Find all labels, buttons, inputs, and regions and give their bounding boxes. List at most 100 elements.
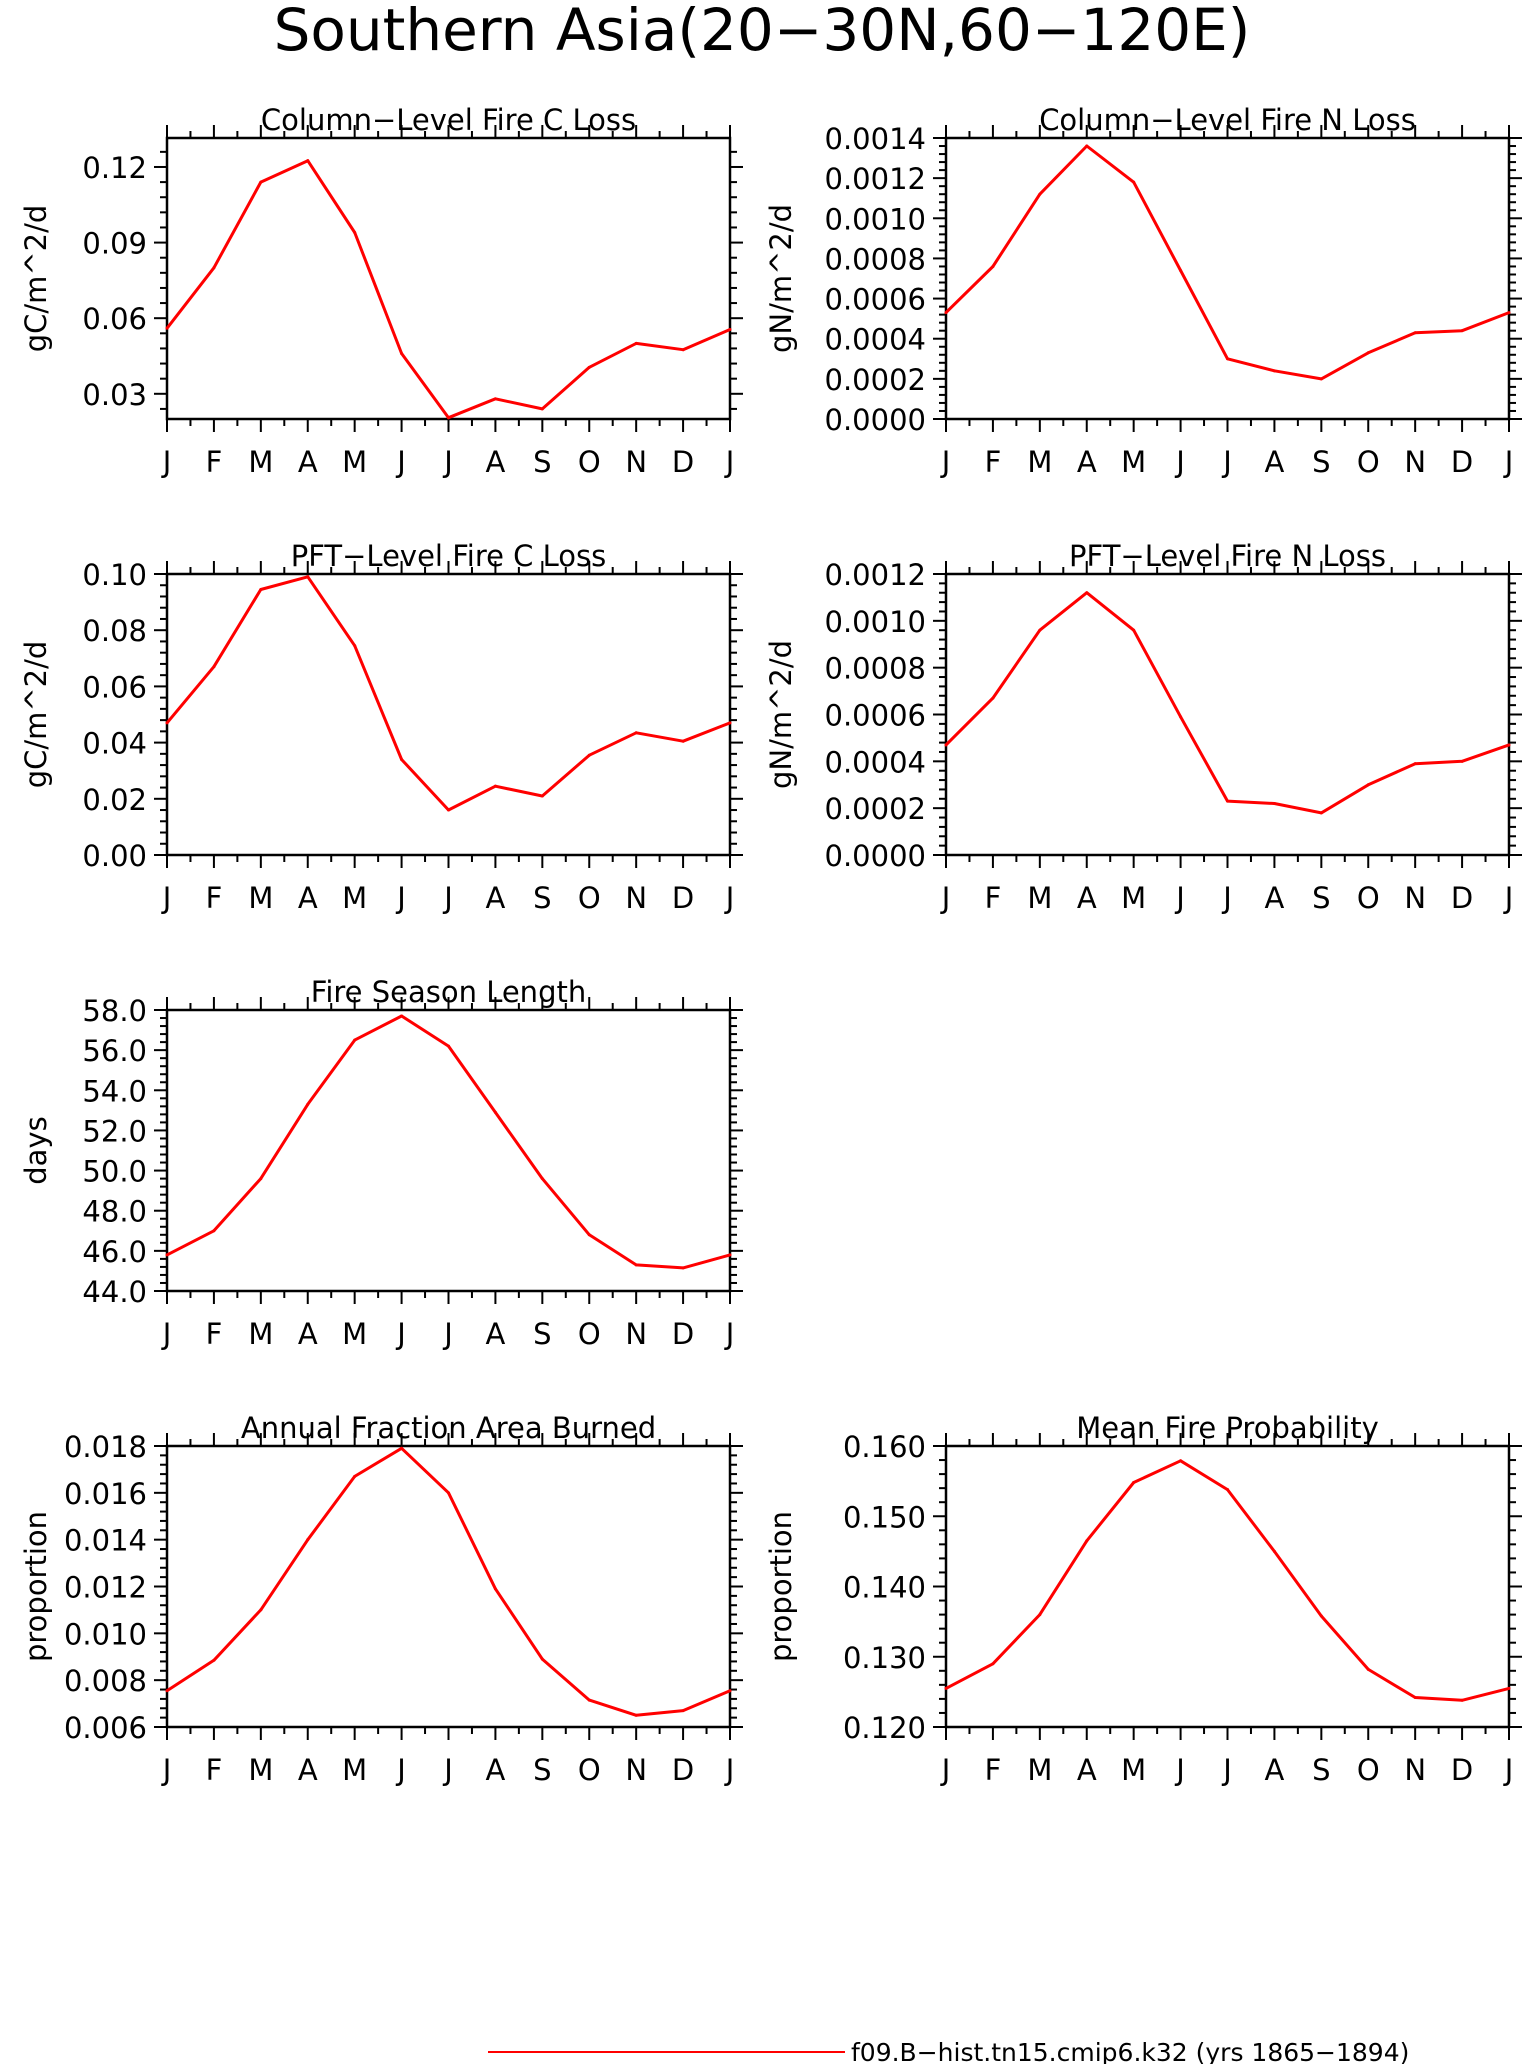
y-tick-label: 0.12 [82, 151, 147, 185]
x-tick-label: O [1357, 881, 1380, 915]
data-point [540, 794, 544, 798]
y-axis-label: proportion [19, 1511, 53, 1662]
data-point [1413, 1695, 1417, 1699]
data-point [165, 1253, 169, 1257]
data-point [306, 1102, 310, 1106]
data-point [212, 1658, 216, 1662]
data-point [587, 753, 591, 757]
data-point [259, 587, 263, 591]
y-tick-label: 0.008 [64, 1664, 147, 1698]
x-tick-label: D [672, 881, 694, 915]
data-point [1413, 762, 1417, 766]
data-point [306, 575, 310, 579]
y-axis-label: gC/m^2/d [19, 641, 53, 789]
data-point [1226, 799, 1229, 803]
panel-title: Fire Season Length [311, 975, 586, 1009]
data-point [587, 365, 591, 369]
data-point [1507, 311, 1511, 315]
data-point [991, 264, 995, 268]
data-point [447, 1491, 450, 1495]
panel-pft-c: J F M A M J J A S O N D J0.000.020.040.060.080.10gC/… [19, 539, 743, 915]
data-point [681, 348, 685, 352]
y-tick-label: 44.0 [82, 1275, 147, 1309]
x-tick-label: D [1451, 1753, 1473, 1787]
x-tick-label: O [578, 881, 601, 915]
data-point [991, 1662, 995, 1666]
data-point [212, 266, 216, 270]
x-tick-label: J [395, 445, 406, 479]
data-point [400, 1446, 404, 1450]
panels: J F M A M J J A S O N D J0.030.060.090.12gC/m^2/dCol… [19, 103, 1522, 1787]
data-point [447, 416, 450, 420]
data-point [1272, 1549, 1276, 1553]
x-tick-label: F [985, 445, 1002, 479]
data-point [681, 1266, 685, 1270]
x-tick-label: A [485, 1753, 505, 1787]
series-line [166, 1446, 731, 1717]
data-point [165, 721, 169, 725]
figure-title: Southern Asia(20−30N,60−120E) [274, 0, 1251, 64]
y-tick-label: 0.0000 [825, 403, 926, 437]
y-tick-label: 0.014 [64, 1524, 147, 1558]
x-tick-label: J [1174, 1753, 1185, 1787]
y-tick-label: 0.120 [843, 1711, 926, 1745]
x-tick-label: A [298, 1753, 318, 1787]
y-tick-label: 0.0006 [825, 283, 926, 317]
y-tick-label: 0.0002 [825, 792, 926, 826]
x-tick-label: J [161, 1753, 172, 1787]
y-tick-label: 0.0010 [825, 605, 926, 639]
x-tick-label: J [1503, 881, 1514, 915]
data-point [634, 341, 638, 345]
y-tick-label: 0.0004 [825, 745, 926, 779]
panel-title: Mean Fire Probability [1076, 1411, 1379, 1445]
data-point [540, 1657, 544, 1661]
x-tick-label: J [161, 881, 172, 915]
y-tick-label: 0.0014 [825, 122, 926, 156]
x-tick-label: M [248, 445, 273, 479]
x-tick-label: O [578, 445, 601, 479]
y-tick-label: 0.06 [82, 670, 147, 704]
data-point [540, 407, 544, 411]
x-tick-label: D [672, 1753, 694, 1787]
y-tick-label: 0.016 [64, 1477, 147, 1511]
data-point [165, 1689, 169, 1693]
x-tick-label: J [1221, 445, 1232, 479]
x-tick-label: A [485, 1317, 505, 1351]
x-tick-label: J [395, 1317, 406, 1351]
data-point [353, 1474, 357, 1478]
x-tick-label: S [533, 445, 551, 479]
data-point [1319, 811, 1323, 815]
plot-frame [944, 572, 1511, 857]
y-tick-label: 58.0 [82, 994, 147, 1028]
data-point [1319, 377, 1323, 381]
data-point [1460, 759, 1464, 763]
x-tick-label: M [342, 445, 367, 479]
data-point [1507, 743, 1511, 747]
x-tick-label: J [1174, 445, 1185, 479]
data-point [1226, 1488, 1229, 1492]
panel-prob: J F M A M J J A S O N D J0.1200.1300.1400.1500.160pr… [764, 1411, 1522, 1787]
x-tick-label: J [1503, 445, 1514, 479]
x-tick-label: J [395, 881, 406, 915]
y-tick-label: 0.150 [843, 1500, 926, 1534]
data-point [259, 1177, 263, 1181]
x-tick-label: M [1027, 1753, 1052, 1787]
x-tick-label: J [442, 445, 453, 479]
legend: f09.B−hist.tn15.cmip6.k32 (yrs 1865−1894… [488, 2038, 1409, 2064]
x-tick-label: M [342, 1317, 367, 1351]
data-point [1132, 180, 1136, 184]
x-tick-label: M [342, 1753, 367, 1787]
x-tick-label: M [248, 1317, 273, 1351]
x-tick-label: D [1451, 881, 1473, 915]
x-tick-label: J [1174, 881, 1185, 915]
x-tick-label: N [625, 445, 647, 479]
y-tick-label: 0.0002 [825, 363, 926, 397]
x-tick-label: F [985, 881, 1002, 915]
y-tick-label: 0.08 [82, 614, 147, 648]
data-point [587, 1233, 591, 1237]
x-tick-label: A [1077, 1753, 1097, 1787]
y-tick-label: 56.0 [82, 1034, 147, 1068]
data-point [1085, 591, 1089, 595]
data-point [1460, 1698, 1464, 1702]
